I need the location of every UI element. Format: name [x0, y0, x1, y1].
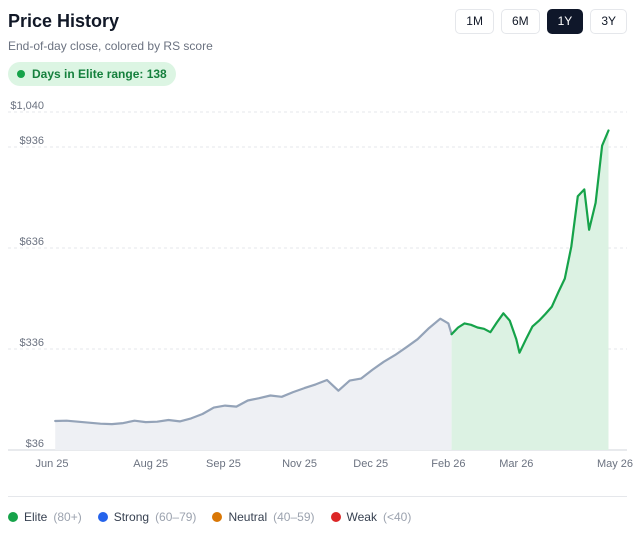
- weak-dot-icon: [330, 512, 341, 522]
- series-area-neutral-gray: [55, 318, 452, 450]
- y-tick-label: $636: [20, 236, 44, 248]
- y-tick-label: $36: [26, 438, 44, 450]
- x-tick-label: Mar 26: [499, 458, 533, 470]
- elite-status-dot-icon: [17, 70, 25, 78]
- elite-days-text: Days in Elite range: 138: [32, 67, 167, 81]
- legend-label: Neutral: [228, 510, 268, 524]
- legend-item-strong: Strong (60–79): [97, 510, 197, 524]
- range-button-1y[interactable]: 1Y: [546, 9, 584, 34]
- x-tick-label: Nov 25: [282, 458, 317, 470]
- page-subtitle: End-of-day close, colored by RS score: [8, 39, 213, 53]
- x-tick-label: Feb 26: [431, 458, 465, 470]
- legend-divider: [8, 496, 627, 497]
- legend-range: (60–79): [155, 510, 197, 524]
- time-range-selector: 1M 6M 1Y 3Y: [455, 9, 627, 34]
- legend-range: (<40): [382, 510, 412, 524]
- legend-item-elite: Elite (80+): [8, 510, 82, 524]
- elite-days-badge: Days in Elite range: 138: [8, 62, 176, 86]
- series-area-elite-green: [451, 130, 609, 450]
- legend-item-weak: Weak (<40): [330, 510, 412, 524]
- x-tick-label: Jun 25: [35, 458, 68, 470]
- range-button-3y[interactable]: 3Y: [590, 9, 627, 34]
- strong-dot-icon: [97, 512, 108, 522]
- page-title: Price History: [8, 11, 120, 31]
- neutral-dot-icon: [212, 512, 223, 522]
- rs-score-legend: Elite (80+) Strong (60–79) Neutral (40–5…: [8, 510, 411, 524]
- legend-range: (80+): [53, 510, 82, 524]
- price-chart-svg: $1,040 $936 $636 $336 $36 Jun 25 Aug 25 Sep 25 N…: [8, 100, 633, 470]
- legend-range: (40–59): [273, 510, 315, 524]
- range-button-1m[interactable]: 1M: [455, 9, 494, 34]
- legend-item-neutral: Neutral (40–59): [212, 510, 315, 524]
- series-line-elite-green: [450, 129, 610, 354]
- price-chart: $1,040 $936 $636 $336 $36 Jun 25 Aug 25 Sep 25 N…: [0, 100, 635, 475]
- x-tick-label: Sep 25: [206, 458, 241, 470]
- x-tick-label: Aug 25: [133, 458, 168, 470]
- x-tick-label: Dec 25: [353, 458, 388, 470]
- chart-header: Price History End-of-day close, colored …: [8, 8, 627, 68]
- elite-dot-icon: [8, 512, 18, 522]
- range-button-6m[interactable]: 6M: [500, 9, 540, 34]
- y-tick-label: $336: [20, 337, 44, 349]
- series-line-neutral-gray: [54, 317, 453, 426]
- legend-label: Weak: [346, 510, 377, 524]
- legend-label: Elite: [24, 510, 48, 524]
- y-tick-label: $936: [20, 135, 44, 147]
- x-tick-label: May 26: [597, 458, 633, 470]
- y-tick-label: $1,040: [10, 100, 44, 112]
- legend-label: Strong: [113, 510, 150, 524]
